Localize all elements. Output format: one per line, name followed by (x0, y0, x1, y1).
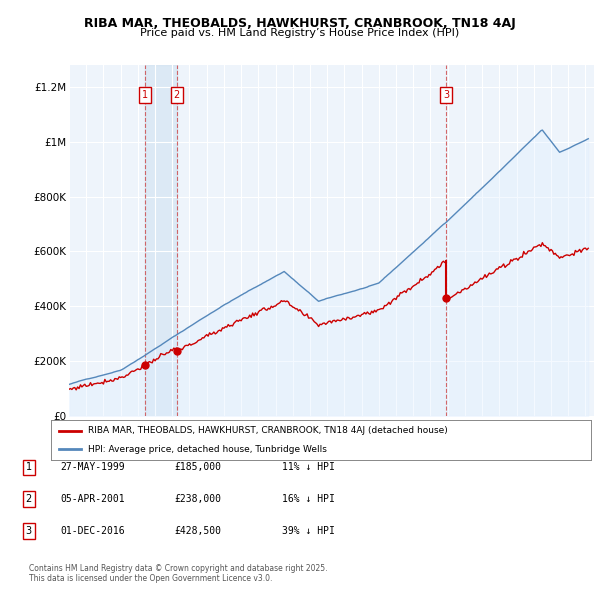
Text: £238,000: £238,000 (174, 494, 221, 504)
Text: 3: 3 (443, 90, 449, 100)
Text: HPI: Average price, detached house, Tunbridge Wells: HPI: Average price, detached house, Tunb… (88, 445, 326, 454)
Text: 05-APR-2001: 05-APR-2001 (60, 494, 125, 504)
Text: RIBA MAR, THEOBALDS, HAWKHURST, CRANBROOK, TN18 4AJ (detached house): RIBA MAR, THEOBALDS, HAWKHURST, CRANBROO… (88, 427, 448, 435)
Text: 01-DEC-2016: 01-DEC-2016 (60, 526, 125, 536)
Text: 1: 1 (142, 90, 148, 100)
Bar (145, 65, 177, 416)
Text: 1: 1 (26, 463, 32, 472)
Text: 2: 2 (26, 494, 32, 504)
Text: RIBA MAR, THEOBALDS, HAWKHURST, CRANBROOK, TN18 4AJ: RIBA MAR, THEOBALDS, HAWKHURST, CRANBROO… (84, 17, 516, 30)
Text: 39% ↓ HPI: 39% ↓ HPI (282, 526, 335, 536)
Text: 3: 3 (26, 526, 32, 536)
Text: Contains HM Land Registry data © Crown copyright and database right 2025.
This d: Contains HM Land Registry data © Crown c… (29, 563, 328, 583)
Text: 16% ↓ HPI: 16% ↓ HPI (282, 494, 335, 504)
Text: 27-MAY-1999: 27-MAY-1999 (60, 463, 125, 472)
Text: Price paid vs. HM Land Registry’s House Price Index (HPI): Price paid vs. HM Land Registry’s House … (140, 28, 460, 38)
Text: 11% ↓ HPI: 11% ↓ HPI (282, 463, 335, 472)
Text: £428,500: £428,500 (174, 526, 221, 536)
Text: £185,000: £185,000 (174, 463, 221, 472)
Text: 2: 2 (173, 90, 180, 100)
